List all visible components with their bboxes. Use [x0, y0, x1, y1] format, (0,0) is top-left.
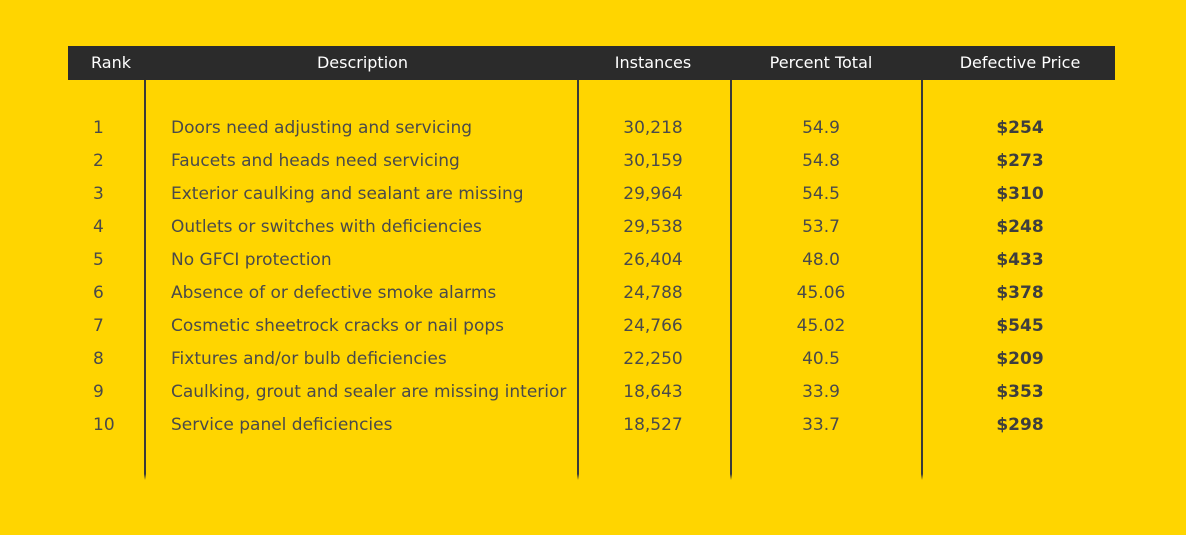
instances-cell: 18,527: [623, 415, 683, 435]
table-row: 7 Cosmetic sheetrock cracks or nail pops 2…: [68, 310, 1115, 343]
column-divider: [921, 80, 923, 480]
header-instances: Instances: [614, 53, 692, 72]
rank-cell: 3: [93, 184, 104, 204]
description-cell: Outlets or switches with deficiencies: [171, 217, 482, 237]
price-cell: $248: [996, 217, 1044, 237]
percent-cell: 53.7: [802, 217, 840, 237]
table-row: 2 Faucets and heads need servicing 30,159 5…: [68, 145, 1115, 178]
price-cell: $298: [996, 415, 1044, 435]
price-cell: $378: [996, 283, 1044, 303]
defects-table: Rank Description Instances Percent Total…: [68, 46, 1115, 480]
description-cell: No GFCI protection: [171, 250, 332, 270]
column-divider: [144, 80, 146, 480]
table-body: 1 Doors need adjusting and servicing 30,21…: [68, 112, 1115, 442]
table-row: 1 Doors need adjusting and servicing 30,21…: [68, 112, 1115, 145]
price-cell: $310: [996, 184, 1044, 204]
description-cell: Cosmetic sheetrock cracks or nail pops: [171, 316, 504, 336]
instances-cell: 29,964: [623, 184, 683, 204]
rank-cell: 5: [93, 250, 104, 270]
rank-cell: 10: [93, 415, 115, 435]
rank-cell: 8: [93, 349, 104, 369]
description-cell: Doors need adjusting and servicing: [171, 118, 473, 138]
rank-cell: 4: [93, 217, 104, 237]
price-cell: $209: [996, 349, 1044, 369]
table-row: 10 Service panel deficiencies 18,527 33.7 $2…: [68, 409, 1115, 442]
percent-cell: 33.9: [802, 382, 840, 402]
instances-cell: 30,218: [623, 118, 683, 138]
description-cell: Fixtures and/or bulb deficiencies: [171, 349, 447, 369]
instances-cell: 29,538: [623, 217, 683, 237]
description-cell: Exterior caulking and sealant are missin…: [171, 184, 524, 204]
rank-cell: 1: [93, 118, 104, 138]
price-cell: $254: [996, 118, 1044, 138]
percent-cell: 54.8: [802, 151, 840, 171]
instances-cell: 18,643: [623, 382, 683, 402]
rank-cell: 2: [93, 151, 104, 171]
column-divider: [577, 80, 579, 480]
table-row: 9 Caulking, grout and sealer are missing …: [68, 376, 1115, 409]
header-defective-price: Defective Price: [959, 53, 1081, 72]
description-cell: Absence of or defective smoke alarms: [171, 283, 497, 303]
price-cell: $545: [996, 316, 1044, 336]
description-cell: Faucets and heads need servicing: [171, 151, 460, 171]
table-row: 6 Absence of or defective smoke alarms 24,…: [68, 277, 1115, 310]
table-row: 5 No GFCI protection 26,404 48.0 $433: [68, 244, 1115, 277]
table-row: 8 Fixtures and/or bulb deficiencies 22,250…: [68, 343, 1115, 376]
header-percent-total: Percent Total: [769, 53, 873, 72]
description-cell: Service panel deficiencies: [171, 415, 393, 435]
column-divider: [730, 80, 732, 480]
description-cell: Caulking, grout and sealer are missing i…: [171, 382, 567, 402]
percent-cell: 54.5: [802, 184, 840, 204]
table-header: Rank Description Instances Percent Total…: [68, 46, 1115, 80]
percent-cell: 45.02: [796, 316, 846, 336]
instances-cell: 24,788: [623, 283, 683, 303]
percent-cell: 40.5: [802, 349, 840, 369]
instances-cell: 30,159: [623, 151, 683, 171]
price-cell: $433: [996, 250, 1044, 270]
header-rank: Rank: [91, 53, 131, 72]
percent-cell: 54.9: [802, 118, 840, 138]
price-cell: $353: [996, 382, 1044, 402]
percent-cell: 45.06: [796, 283, 846, 303]
instances-cell: 22,250: [623, 349, 683, 369]
table-row: 4 Outlets or switches with deficiencies 29…: [68, 211, 1115, 244]
table-row: 3 Exterior caulking and sealant are missi…: [68, 178, 1115, 211]
header-description: Description: [316, 53, 409, 72]
instances-cell: 26,404: [623, 250, 683, 270]
percent-cell: 48.0: [802, 250, 840, 270]
instances-cell: 24,766: [623, 316, 683, 336]
price-cell: $273: [996, 151, 1044, 171]
rank-cell: 9: [93, 382, 104, 402]
rank-cell: 7: [93, 316, 104, 336]
percent-cell: 33.7: [802, 415, 840, 435]
rank-cell: 6: [93, 283, 104, 303]
